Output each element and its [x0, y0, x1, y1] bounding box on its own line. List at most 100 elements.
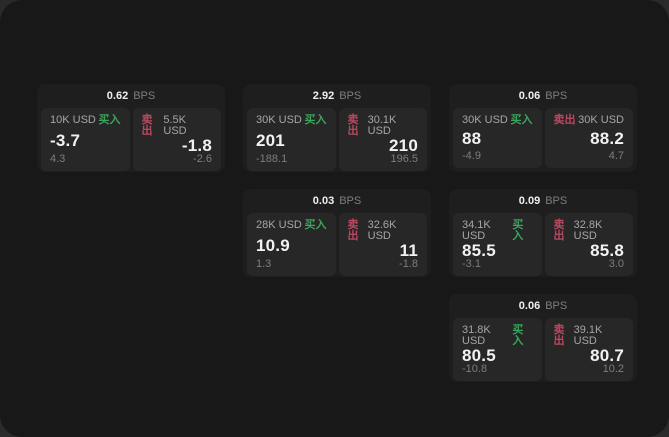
buy-sub-value: -10.8 [462, 363, 488, 375]
sell-amount: 32.8K USD [573, 219, 603, 242]
buy-panel[interactable]: 30K USD 买入 201 -188.1 [247, 108, 336, 171]
card-header: 0.03 BPS [243, 189, 431, 213]
card-body: 34.1K USD 买入 85.5 -3.1 卖出 32.8K USD 85.8… [449, 213, 637, 280]
sell-panel-top-row: 卖出 39.1K USD [554, 325, 625, 347]
sell-sub-value: 196.5 [390, 153, 418, 165]
sell-price: 85.8 [590, 241, 624, 260]
buy-panel-top-row: 34.1K USD 买入 [462, 220, 533, 242]
sell-sub-value: -1.8 [399, 258, 418, 270]
quote-card: 2.92 BPS 30K USD 买入 201 -188.1 卖出 30.1K … [243, 84, 431, 172]
card-body: 30K USD 买入 201 -188.1 卖出 30.1K USD 210 1… [243, 108, 431, 175]
buy-sub-value: 1.3 [256, 258, 272, 270]
bps-unit-label: BPS [339, 89, 362, 102]
buy-amount: 30K USD [462, 114, 508, 126]
bps-unit-label: BPS [133, 89, 156, 102]
sell-panel[interactable]: 卖出 30K USD 88.2 4.7 [544, 108, 633, 168]
quote-card: 0.62 BPS 10K USD 买入 -3.7 4.3 卖出 5.5K USD… [37, 84, 225, 172]
sell-side-label: 卖出 [553, 324, 565, 347]
sell-price: -1.8 [181, 136, 212, 155]
buy-amount: 30K USD [256, 114, 302, 126]
sell-side-label: 卖出 [141, 114, 153, 137]
buy-price: -3.7 [50, 130, 81, 150]
sell-panel-top-row: 卖出 30K USD [554, 115, 625, 126]
buy-panel-top-row: 30K USD 买入 [462, 115, 533, 126]
sell-price: 11 [399, 241, 418, 260]
bps-value: 0.06 [518, 299, 541, 312]
buy-panel[interactable]: 31.8K USD 买入 80.5 -10.8 [453, 318, 542, 381]
sell-side-label: 卖出 [553, 114, 576, 126]
buy-amount: 34.1K USD [462, 219, 491, 242]
sell-panel[interactable]: 卖出 5.5K USD -1.8 -2.6 [132, 108, 221, 171]
sell-panel[interactable]: 卖出 39.1K USD 80.7 10.2 [544, 318, 633, 381]
buy-panel-top-row: 30K USD 买入 [256, 115, 327, 126]
card-body: 10K USD 买入 -3.7 4.3 卖出 5.5K USD -1.8 -2.… [37, 108, 225, 175]
buy-amount: 31.8K USD [462, 324, 491, 347]
buy-sub-value: -4.9 [462, 150, 481, 162]
sell-panel[interactable]: 卖出 32.6K USD 11 -1.8 [338, 213, 427, 276]
cards-grid: 0.62 BPS 10K USD 买入 -3.7 4.3 卖出 5.5K USD… [37, 84, 637, 382]
bps-unit-label: BPS [339, 194, 362, 207]
bps-unit-label: BPS [545, 194, 568, 207]
buy-panel[interactable]: 34.1K USD 买入 85.5 -3.1 [453, 213, 542, 276]
buy-price: 201 [256, 130, 285, 150]
bps-unit-label: BPS [545, 89, 568, 102]
card-header: 0.06 BPS [449, 84, 637, 108]
sell-amount: 39.1K USD [573, 324, 603, 347]
bps-value: 0.62 [106, 89, 129, 102]
buy-panel[interactable]: 10K USD 买入 -3.7 4.3 [41, 108, 130, 171]
sell-panel[interactable]: 卖出 30.1K USD 210 196.5 [338, 108, 427, 171]
sell-sub-value: 10.2 [602, 363, 624, 375]
card-header: 0.06 BPS [449, 294, 637, 318]
buy-side-label: 买入 [304, 219, 327, 231]
card-header: 2.92 BPS [243, 84, 431, 108]
bps-value: 0.03 [312, 194, 335, 207]
buy-panel[interactable]: 28K USD 买入 10.9 1.3 [247, 213, 336, 276]
buy-price: 80.5 [462, 346, 496, 365]
bps-value: 0.06 [518, 89, 541, 102]
sell-price: 210 [389, 136, 418, 155]
sell-side-label: 卖出 [347, 219, 359, 242]
card-body: 31.8K USD 买入 80.5 -10.8 卖出 39.1K USD 80.… [449, 318, 637, 385]
buy-side-label: 买入 [98, 114, 121, 126]
card-header: 0.62 BPS [37, 84, 225, 108]
sell-amount: 32.6K USD [367, 219, 397, 242]
buy-side-label: 买入 [304, 114, 327, 126]
sell-panel-top-row: 卖出 30.1K USD [348, 115, 419, 137]
sell-side-label: 卖出 [553, 219, 565, 242]
buy-side-label: 买入 [510, 114, 533, 126]
bps-value: 2.92 [312, 89, 335, 102]
buy-panel-top-row: 28K USD 买入 [256, 220, 327, 231]
sell-panel[interactable]: 卖出 32.8K USD 85.8 3.0 [544, 213, 633, 276]
buy-price: 85.5 [462, 241, 496, 260]
quote-card: 0.06 BPS 31.8K USD 买入 80.5 -10.8 卖出 39.1… [449, 294, 637, 382]
buy-sub-value: -188.1 [256, 153, 288, 165]
sell-price: 80.7 [590, 346, 624, 365]
buy-sub-value: -3.1 [462, 258, 481, 270]
quote-card: 0.03 BPS 28K USD 买入 10.9 1.3 卖出 32.6K US… [243, 189, 431, 277]
card-header: 0.09 BPS [449, 189, 637, 213]
buy-panel[interactable]: 30K USD 买入 88 -4.9 [453, 108, 542, 168]
sell-amount: 5.5K USD [163, 114, 187, 137]
buy-side-label: 买入 [512, 219, 524, 242]
buy-sub-value: 4.3 [50, 153, 66, 165]
sell-panel-top-row: 卖出 32.6K USD [348, 220, 419, 242]
sell-sub-value: 4.7 [608, 150, 624, 162]
buy-amount: 10K USD [50, 114, 96, 126]
sell-panel-top-row: 卖出 5.5K USD [142, 115, 213, 137]
card-body: 28K USD 买入 10.9 1.3 卖出 32.6K USD 11 -1.8 [243, 213, 431, 280]
quote-card: 0.09 BPS 34.1K USD 买入 85.5 -3.1 卖出 32.8K… [449, 189, 637, 277]
sell-amount: 30.1K USD [367, 114, 397, 137]
sell-sub-value: 3.0 [608, 258, 624, 270]
sell-panel-top-row: 卖出 32.8K USD [554, 220, 625, 242]
sell-price: 88.2 [590, 129, 624, 148]
sell-side-label: 卖出 [347, 114, 359, 137]
sell-sub-value: -2.6 [193, 153, 212, 165]
quote-card: 0.06 BPS 30K USD 买入 88 -4.9 卖出 30K USD 8… [449, 84, 637, 172]
sell-amount: 30K USD [578, 114, 624, 126]
buy-amount: 28K USD [256, 219, 302, 231]
buy-panel-top-row: 31.8K USD 买入 [462, 325, 533, 347]
buy-panel-top-row: 10K USD 买入 [50, 115, 121, 126]
bps-unit-label: BPS [545, 299, 568, 312]
buy-price: 88 [462, 129, 482, 148]
